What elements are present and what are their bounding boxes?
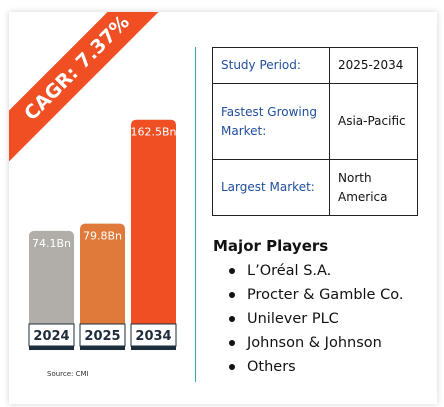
category-underline <box>80 346 125 350</box>
bullet-icon <box>229 268 235 274</box>
player-name: Procter & Gamble Co. <box>247 287 404 303</box>
info-value: Asia-Pacific <box>329 83 418 160</box>
info-value: 2025-2034 <box>329 47 418 84</box>
bullet-icon <box>229 292 235 298</box>
market-card: 74.1Bn 2024 79.8Bn 2025 162.5Bn 2034 CAGR: 7.… <box>9 12 437 404</box>
players-list: L’Oréal S.A. Procter & Gamble Co. Unilev… <box>213 259 403 379</box>
divider-line <box>195 47 196 382</box>
player-name: Johnson & Johnson <box>247 335 382 351</box>
info-label: Study Period: <box>212 47 330 84</box>
category-underline <box>131 346 176 350</box>
category-label: 2024 <box>33 329 69 344</box>
info-label: Fastest Growing Market: <box>212 83 330 160</box>
data-label: 79.8Bn <box>83 230 122 243</box>
player-item: Johnson & Johnson <box>213 331 403 355</box>
info-value: North America <box>329 159 418 216</box>
data-label: 162.5Bn <box>130 126 176 139</box>
player-item: Others <box>213 355 403 379</box>
player-name: L’Oréal S.A. <box>247 263 332 279</box>
source-note: Source: CMI <box>47 370 89 378</box>
player-item: Unilever PLC <box>213 307 403 331</box>
player-item: L’Oréal S.A. <box>213 259 403 283</box>
player-item: Procter & Gamble Co. <box>213 283 403 307</box>
bullet-icon <box>229 364 235 370</box>
player-name: Others <box>247 359 296 375</box>
bar-2024 <box>29 230 74 332</box>
bullet-icon <box>229 316 235 322</box>
category-underline <box>29 346 74 350</box>
bar-2034 <box>131 119 176 332</box>
bullet-icon <box>229 340 235 346</box>
category-label: 2034 <box>135 329 171 344</box>
info-row-fastest-growing: Fastest Growing Market: Asia-Pacific <box>212 83 418 160</box>
bar-chart: 74.1Bn 2024 79.8Bn 2025 162.5Bn 2034 <box>28 119 177 350</box>
info-row-study-period: Study Period: 2025-2034 <box>212 47 418 84</box>
players-title: Major Players <box>213 237 329 255</box>
player-name: Unilever PLC <box>247 311 339 327</box>
info-row-largest-market: Largest Market: North America <box>212 159 418 216</box>
info-table: Study Period: 2025-2034 Fastest Growing … <box>212 47 418 216</box>
info-label: Largest Market: <box>212 159 330 216</box>
data-label: 74.1Bn <box>32 237 71 250</box>
category-label: 2025 <box>84 329 120 344</box>
bar-2025 <box>80 223 125 332</box>
